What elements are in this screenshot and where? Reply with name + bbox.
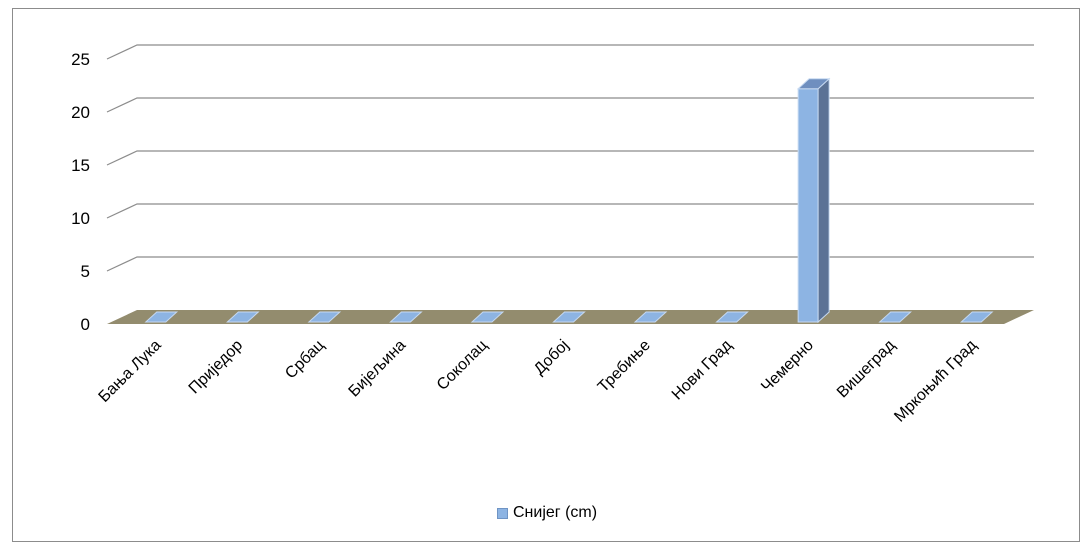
bars — [146, 79, 992, 322]
x-tick-label: Приједор — [186, 337, 247, 398]
gridline — [107, 151, 1034, 165]
x-tick-label: Бања Лука — [96, 337, 165, 406]
x-tick-label: Србац — [282, 337, 327, 382]
bar — [798, 79, 829, 322]
y-tick-label: 15 — [71, 156, 90, 175]
y-tick-label: 20 — [71, 103, 90, 122]
y-tick-label: 25 — [71, 50, 90, 69]
x-tick-label: Вишеград — [834, 336, 899, 401]
x-axis-categories: Бања Лука Приједор Србац Бијељина Соколац Доб… — [96, 336, 981, 425]
legend-swatch — [497, 508, 508, 519]
gridline — [107, 204, 1034, 218]
y-tick-label: 10 — [71, 209, 90, 228]
gridline — [107, 45, 1034, 59]
legend-label: Снијег (cm) — [513, 504, 597, 522]
gridline — [107, 257, 1034, 271]
y-axis-ticks: 0 5 10 15 20 25 — [71, 50, 90, 334]
x-tick-label: Требиње — [595, 337, 654, 396]
x-tick-label: Соколац — [434, 337, 491, 394]
x-tick-label: Чемерно — [758, 337, 817, 396]
y-tick-label: 0 — [81, 315, 90, 334]
gridline — [107, 98, 1034, 112]
gridlines — [107, 45, 1034, 271]
x-tick-label: Мркоњић Град — [891, 336, 980, 425]
y-tick-label: 5 — [81, 262, 90, 281]
legend: Снијег (cm) — [497, 504, 597, 522]
x-tick-label: Добој — [531, 337, 572, 378]
x-tick-label: Нови Град — [669, 336, 736, 403]
x-tick-label: Бијељина — [346, 337, 410, 401]
